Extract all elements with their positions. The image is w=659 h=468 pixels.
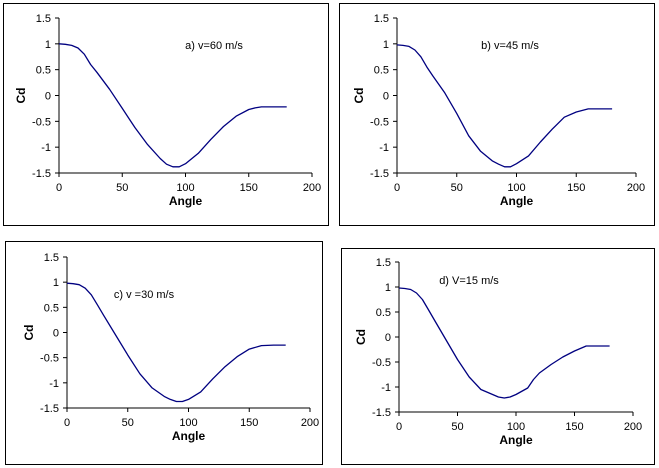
chart-panel-c: 1.5 1 0.5 0 -0.5 -1 -1.5 0 50 100 150 200 Angle Cd c) … — [5, 241, 323, 465]
y-tick-label: 1 — [53, 277, 59, 289]
y-axis-label: Cd — [22, 325, 36, 341]
chart-svg-b: 1.5 1 0.5 0 -0.5 -1 -1.5 0 50 100 150 200 Angle Cd b) … — [352, 13, 645, 208]
chart-panel-a: 1.5 1 0.5 0 -0.5 -1 -1.5 0 50 100 150 200 Angle Cd a) … — [3, 3, 329, 226]
y-tick-label: 1.5 — [36, 13, 51, 25]
chart-svg-a: 1.5 1 0.5 0 -0.5 -1 -1.5 0 50 100 150 200 Angle Cd a) … — [14, 13, 321, 208]
x-axis-label: Angle — [172, 429, 206, 443]
y-tick-label: -1 — [49, 378, 59, 390]
series-line — [398, 287, 610, 399]
y-tick-label: 1 — [385, 282, 391, 294]
y-tick-label: 1.5 — [44, 252, 59, 264]
chart-annotation-a: a) v=60 m/s — [185, 40, 243, 52]
x-tick-label: 50 — [451, 182, 463, 194]
y-tick-label: -1 — [41, 142, 51, 154]
x-tick-label: 200 — [624, 421, 642, 433]
y-axis-label: Cd — [14, 88, 28, 104]
y-tick-label: -0.5 — [40, 353, 59, 365]
x-axis-label: Angle — [500, 194, 534, 208]
x-tick-label: 50 — [122, 417, 134, 429]
x-tick-label: 200 — [627, 182, 645, 194]
x-tick-label: 150 — [240, 182, 258, 194]
x-tick-label: 0 — [394, 182, 400, 194]
y-tick-label: -0.5 — [370, 116, 389, 128]
y-tick-label: 0.5 — [44, 302, 59, 314]
x-tick-label: 150 — [567, 182, 585, 194]
chart-panel-b: 1.5 1 0.5 0 -0.5 -1 -1.5 0 50 100 150 200 Angle Cd b) … — [339, 3, 655, 226]
x-tick-label: 100 — [507, 182, 525, 194]
y-tick-label: -1 — [381, 382, 391, 394]
y-tick-label: 1 — [383, 39, 389, 51]
y-tick-label: -0.5 — [32, 116, 51, 128]
y-tick-label: 1.5 — [374, 13, 389, 25]
y-axis-label: Cd — [352, 88, 366, 104]
y-tick-label: -1.5 — [370, 168, 389, 180]
y-tick-label: 0 — [45, 91, 51, 103]
y-tick-label: 0 — [53, 328, 59, 340]
x-tick-label: 150 — [565, 421, 583, 433]
series-line — [58, 43, 287, 168]
series-line — [396, 44, 613, 168]
y-tick-label: 0.5 — [36, 65, 51, 77]
series-line — [66, 282, 286, 403]
x-tick-label: 0 — [64, 417, 70, 429]
y-tick-label: 1 — [45, 39, 51, 51]
x-tick-label: 200 — [303, 182, 321, 194]
x-tick-label: 100 — [507, 421, 525, 433]
chart-svg-c: 1.5 1 0.5 0 -0.5 -1 -1.5 0 50 100 150 200 Angle Cd c) … — [22, 252, 319, 443]
x-axis-label: Angle — [499, 433, 533, 447]
x-tick-label: 0 — [56, 182, 62, 194]
y-tick-label: -1.5 — [32, 168, 51, 180]
y-tick-label: -1 — [379, 142, 389, 154]
x-tick-label: 150 — [240, 417, 258, 429]
y-axis-label: Cd — [354, 329, 368, 345]
y-tick-label: 1.5 — [376, 257, 391, 269]
y-tick-label: -1.5 — [40, 403, 59, 415]
chart-annotation-d: d) V=15 m/s — [439, 275, 499, 287]
x-tick-label: 50 — [116, 182, 128, 194]
y-tick-label: -0.5 — [372, 357, 391, 369]
x-tick-label: 100 — [179, 417, 197, 429]
x-tick-label: 0 — [396, 421, 402, 433]
chart-annotation-b: b) v=45 m/s — [481, 40, 539, 52]
chart-svg-d: 1.5 1 0.5 0 -0.5 -1 -1.5 0 50 100 150 200 Angle Cd d) … — [354, 257, 642, 447]
y-tick-label: 0.5 — [374, 65, 389, 77]
y-tick-label: -1.5 — [372, 407, 391, 419]
x-tick-label: 200 — [301, 417, 319, 429]
y-tick-label: 0.5 — [376, 307, 391, 319]
chart-panel-d: 1.5 1 0.5 0 -0.5 -1 -1.5 0 50 100 150 200 Angle Cd d) … — [341, 248, 655, 465]
x-tick-label: 100 — [176, 182, 194, 194]
x-axis-label: Angle — [169, 194, 203, 208]
y-tick-label: 0 — [383, 91, 389, 103]
y-tick-label: 0 — [385, 332, 391, 344]
x-tick-label: 50 — [451, 421, 463, 433]
chart-annotation-c: c) v =30 m/s — [114, 289, 175, 301]
